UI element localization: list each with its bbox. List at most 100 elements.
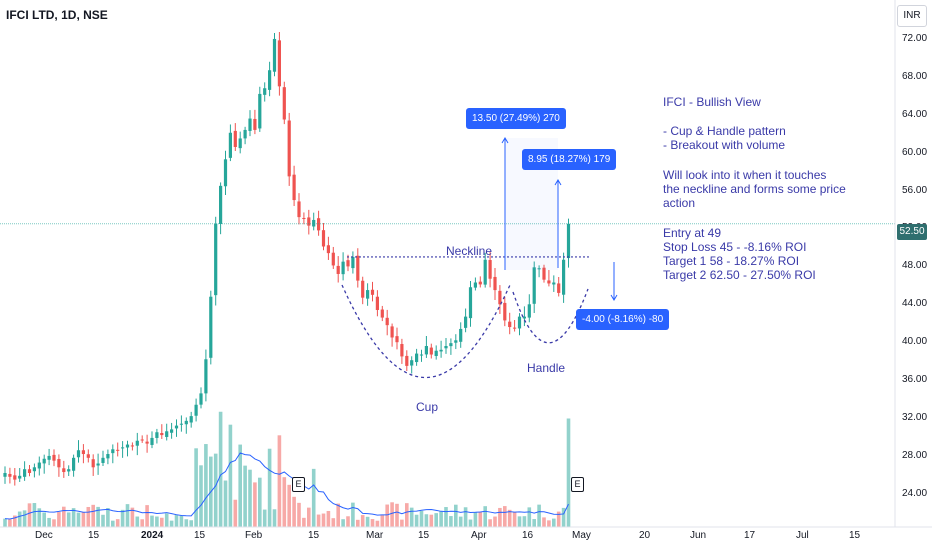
x-tick-label: 16: [522, 530, 534, 541]
volume-bar: [160, 517, 164, 527]
volume-bar: [454, 504, 458, 527]
note-line: Will look into it when it touches: [663, 168, 827, 182]
volume-bar: [86, 506, 91, 527]
candle: [116, 449, 120, 451]
volume-bar: [267, 448, 272, 527]
candle: [459, 328, 463, 342]
earnings-badge[interactable]: E: [571, 477, 584, 492]
candle: [400, 344, 404, 357]
candle: [449, 343, 453, 347]
volume-bar: [282, 477, 287, 527]
last-price-tag: 52.50: [897, 224, 927, 240]
candle: [96, 463, 100, 466]
volume-bar: [370, 519, 375, 527]
candle: [297, 201, 301, 218]
volume-bar: [409, 507, 414, 527]
currency-button[interactable]: INR: [897, 5, 927, 27]
note-line: the neckline and forms some price: [663, 182, 846, 196]
y-tick-label: 40.00: [902, 336, 928, 348]
candle: [81, 450, 85, 455]
volume-bar: [493, 516, 497, 527]
volume-bar: [155, 516, 159, 527]
candle: [72, 457, 76, 471]
candle: [23, 469, 27, 477]
volume-bar: [478, 511, 483, 527]
x-tick-label: 15: [308, 530, 320, 541]
earnings-badge[interactable]: E: [292, 477, 305, 492]
volume-bar: [561, 507, 566, 527]
neckline-label: Neckline: [446, 244, 493, 258]
candle: [522, 316, 526, 319]
candle: [321, 230, 326, 247]
candle: [106, 454, 110, 459]
volume-bar: [164, 513, 169, 527]
candle: [37, 462, 41, 469]
volume-bar: [390, 502, 394, 527]
volume-bar: [32, 503, 37, 527]
candle: [209, 296, 213, 358]
x-tick-label: Mar: [366, 530, 384, 541]
candle: [390, 326, 394, 338]
candle: [47, 455, 51, 460]
volume-bar: [199, 465, 203, 527]
volume-bar: [57, 512, 61, 527]
measure-label-stop-loss[interactable]: -4.00 (-8.16%) -80: [576, 309, 670, 330]
candle: [302, 217, 306, 220]
candle: [366, 290, 370, 299]
candle: [179, 423, 183, 425]
chart-title: IFCI LTD, 1D, NSE: [6, 8, 108, 22]
volume-bar: [341, 519, 345, 527]
volume-bar: [292, 496, 296, 527]
measure-label-target-1[interactable]: 8.95 (18.27%) 179: [522, 149, 617, 170]
x-tick-label: 15: [418, 530, 430, 541]
volume-bar: [522, 516, 527, 527]
volume-ma-line: [4, 452, 569, 520]
volume-bar: [37, 508, 42, 527]
volume-bar: [463, 507, 468, 527]
volume-bar: [125, 504, 130, 527]
measure-label-target-2[interactable]: 13.50 (27.49%) 270: [466, 108, 566, 129]
volume-bar: [130, 507, 135, 527]
volume-bar: [302, 517, 306, 527]
volume-bar: [395, 503, 399, 527]
volume-bar: [277, 435, 282, 527]
volume-bar: [233, 499, 238, 527]
volume-bar: [307, 507, 311, 527]
volume-bar: [356, 519, 360, 527]
x-tick-label: May: [572, 530, 591, 541]
candle: [415, 353, 419, 363]
cup-label: Cup: [416, 400, 439, 414]
x-tick-label: 15: [194, 530, 206, 541]
candle: [331, 252, 335, 266]
candle: [346, 260, 350, 267]
volume-bar: [547, 520, 551, 527]
volume-bar: [150, 515, 154, 527]
volume-bar: [507, 509, 512, 527]
candle: [184, 420, 188, 425]
volume-bar: [434, 513, 438, 527]
candle: [140, 439, 144, 441]
candle: [8, 473, 12, 477]
candle: [277, 40, 281, 87]
volume-bar: [444, 507, 448, 527]
x-tick-label: 15: [88, 530, 100, 541]
volume-bar: [311, 468, 316, 527]
volume-bar: [47, 517, 51, 527]
candle: [468, 287, 473, 319]
volume-bar: [115, 519, 120, 527]
candle: [189, 416, 193, 423]
y-tick-label: 28.00: [902, 449, 928, 461]
candle: [204, 359, 208, 394]
y-tick-label: 48.00: [902, 260, 928, 272]
candle: [370, 289, 375, 295]
candle: [150, 437, 154, 445]
candle: [552, 282, 556, 285]
candle: [405, 355, 409, 366]
candle: [62, 468, 66, 473]
volume-bar: [414, 514, 419, 527]
volume-bar: [439, 511, 443, 527]
volume-bar: [189, 520, 193, 527]
volume-bar: [488, 519, 492, 527]
volume-bar: [42, 512, 46, 527]
